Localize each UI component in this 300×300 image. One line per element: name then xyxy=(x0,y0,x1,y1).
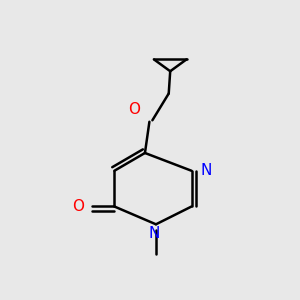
Text: O: O xyxy=(128,102,140,117)
Text: O: O xyxy=(73,199,85,214)
Text: N: N xyxy=(149,226,160,241)
Text: N: N xyxy=(200,163,212,178)
